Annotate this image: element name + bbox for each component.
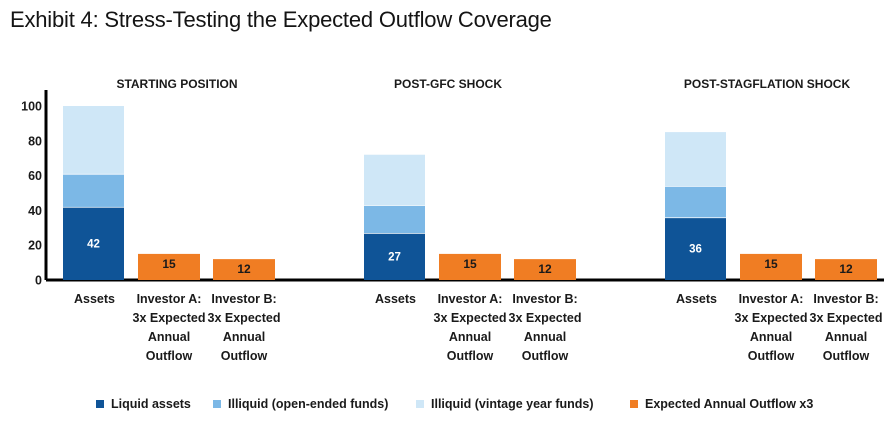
bar-investor-b xyxy=(213,259,275,280)
data-label-outflow: 15 xyxy=(463,257,477,271)
data-label-outflow: 15 xyxy=(764,257,778,271)
bar-segment-illiquid-vintage xyxy=(364,154,425,206)
bar-segment-liquid xyxy=(63,206,124,280)
bar-investor-b xyxy=(815,259,877,280)
y-tick-label: 80 xyxy=(28,134,42,148)
y-tick-label: 20 xyxy=(28,239,42,253)
x-tick-label: Investor B: 3x Expected Annual Outflow xyxy=(208,292,281,363)
data-label-outflow: 12 xyxy=(538,262,552,276)
data-label-liquid: 42 xyxy=(87,238,100,250)
data-label-outflow: 15 xyxy=(162,257,176,271)
legend-item-liquid-assets: Liquid assets xyxy=(96,397,191,411)
group-title: POST-GFC SHOCK xyxy=(394,77,502,91)
bar-segment-illiquid-vintage xyxy=(665,132,726,187)
data-label-liquid: 36 xyxy=(689,244,702,256)
legend-swatch-outflow xyxy=(630,400,638,408)
x-tick-label: Assets xyxy=(676,292,717,306)
legend-swatch-liquid xyxy=(96,400,104,408)
bar-investor-b xyxy=(514,259,576,280)
legend-label: Illiquid (open-ended funds) xyxy=(228,397,389,411)
bar-segment-liquid xyxy=(364,233,425,280)
data-label-outflow: 12 xyxy=(237,262,251,276)
group-title: STARTING POSITION xyxy=(116,77,237,91)
legend-label: Illiquid (vintage year funds) xyxy=(431,397,594,411)
bar-investor-a xyxy=(439,253,501,280)
x-tick-label: Assets xyxy=(74,292,115,306)
x-tick-label: Assets xyxy=(375,292,416,306)
data-label-liquid: 27 xyxy=(388,252,401,264)
legend-label: Liquid assets xyxy=(111,397,191,411)
bar-segment-liquid xyxy=(665,217,726,280)
bar-segment-illiquid-open xyxy=(364,205,425,234)
bar-segment-illiquid-open xyxy=(665,186,726,218)
legend-item-expected-outflow: Expected Annual Outflow x3 xyxy=(630,397,813,411)
bar-investor-a xyxy=(138,253,200,280)
y-tick-label: 0 xyxy=(35,274,42,288)
x-tick-label: Investor B: 3x Expected Annual Outflow xyxy=(509,292,582,363)
legend-swatch-illiquid-vintage xyxy=(416,400,424,408)
bar-segment-illiquid-vintage xyxy=(63,106,124,174)
legend-swatch-illiquid-open xyxy=(213,400,221,408)
stacked-bar-chart: 0 20 40 60 80 100 STARTING POSITION 42 15 12 Asset… xyxy=(21,77,884,363)
chart-legend: Liquid assets Illiquid (open-ended funds… xyxy=(0,397,888,417)
legend-item-illiquid-open: Illiquid (open-ended funds) xyxy=(213,397,388,411)
y-tick-label: 40 xyxy=(28,204,42,218)
data-label-outflow: 12 xyxy=(839,262,853,276)
chart-title: Exhibit 4: Stress-Testing the Expected O… xyxy=(10,7,552,32)
x-tick-label: Investor A: 3x Expected Annual Outflow xyxy=(133,292,206,363)
y-tick-label: 100 xyxy=(21,100,42,114)
y-tick-label: 60 xyxy=(28,169,42,183)
bar-segment-illiquid-open xyxy=(63,173,124,207)
legend-item-illiquid-vintage: Illiquid (vintage year funds) xyxy=(416,397,594,411)
x-tick-label: Investor B: 3x Expected Annual Outflow xyxy=(810,292,883,363)
x-tick-label: Investor A: 3x Expected Annual Outflow xyxy=(735,292,808,363)
bar-investor-a xyxy=(740,253,802,280)
group-title: POST-STAGFLATION SHOCK xyxy=(684,77,851,91)
legend-label: Expected Annual Outflow x3 xyxy=(645,397,814,411)
x-tick-label: Investor A: 3x Expected Annual Outflow xyxy=(434,292,507,363)
